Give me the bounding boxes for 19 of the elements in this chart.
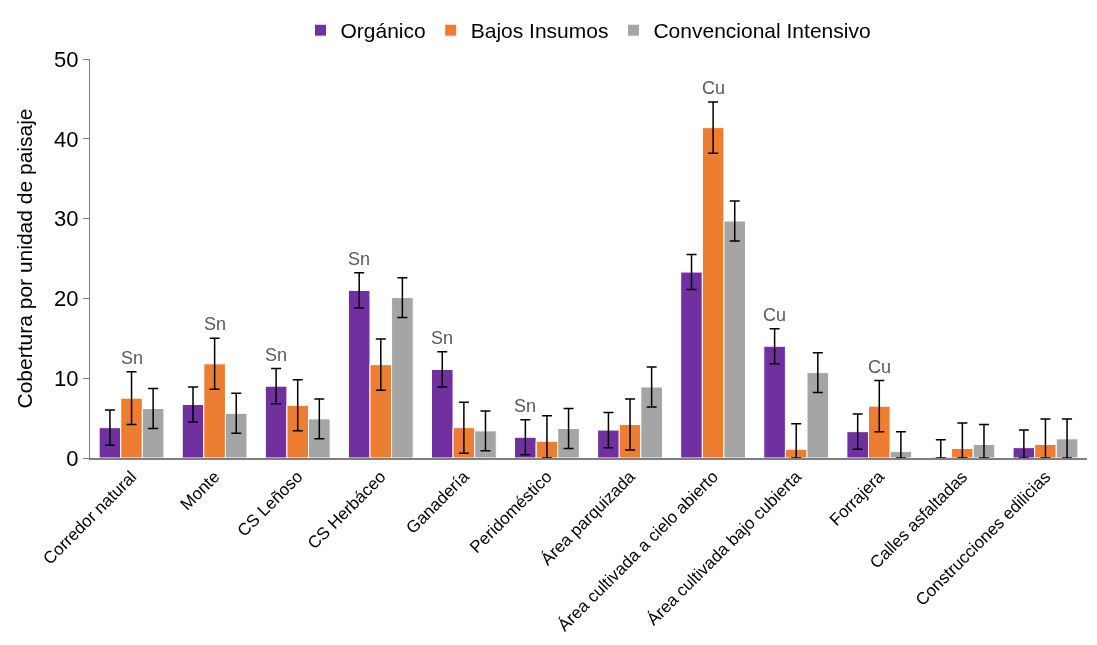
annotation: Sn — [265, 345, 288, 365]
annotation: Sn — [514, 396, 537, 416]
y-tick-label: 50 — [54, 46, 79, 72]
y-tick-label: 40 — [54, 126, 79, 152]
y-tick-label: 30 — [54, 206, 79, 232]
annotation: Sn — [121, 348, 144, 368]
annotation: Sn — [204, 314, 227, 334]
annotation: Sn — [348, 249, 371, 269]
annotation: Cu — [763, 305, 787, 325]
annotation: Cu — [868, 357, 892, 377]
y-tick-label: 10 — [54, 365, 79, 391]
y-tick-label: 0 — [66, 445, 79, 471]
annotation: Cu — [702, 78, 726, 98]
y-axis-title: Cobertura por unidad de paisaje — [13, 108, 37, 409]
legend-label: Orgánico — [340, 19, 426, 43]
annotation: Sn — [431, 328, 454, 348]
legend-label: Convencional Intensivo — [653, 19, 871, 43]
y-tick-label: 20 — [54, 286, 79, 312]
legend-label: Bajos Insumos — [470, 19, 609, 43]
